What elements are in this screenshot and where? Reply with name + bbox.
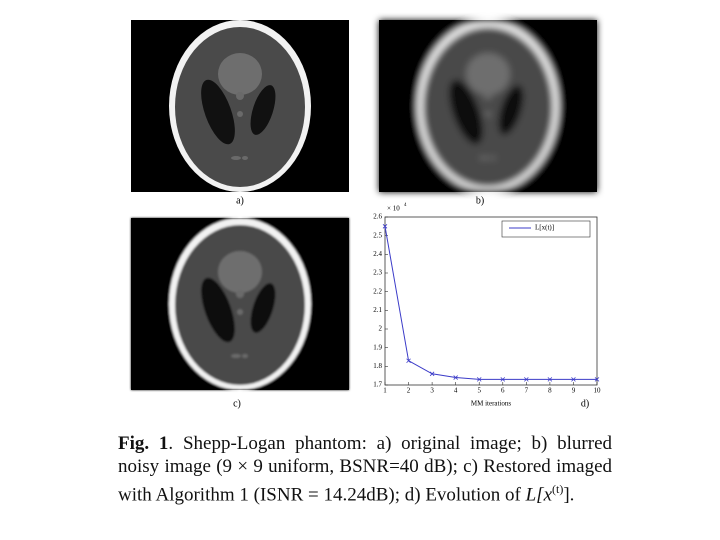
point: [594, 377, 600, 382]
y-tick-label: 1.8: [373, 362, 382, 370]
y-scale: × 10: [387, 205, 400, 213]
x-tick-label: 1: [383, 387, 387, 395]
point: [547, 377, 553, 382]
x-tick-label: 3: [430, 387, 434, 395]
point: [500, 377, 506, 382]
x-tick-label: 10: [594, 387, 602, 395]
y-scale-exponent: 4: [404, 203, 407, 208]
caption-math-sup: (t): [552, 482, 564, 496]
point: [453, 375, 458, 380]
image-b: [379, 20, 597, 192]
point: [382, 224, 388, 229]
x-tick-label: 7: [525, 387, 529, 395]
plot-frame: [384, 216, 598, 386]
y-tick-label: 2: [379, 325, 383, 333]
y-tick-label: 2.3: [373, 269, 382, 277]
y-tick-label: 1.9: [373, 343, 382, 351]
point: [429, 371, 435, 377]
panel-label: c): [233, 398, 241, 409]
point: [571, 377, 576, 382]
x-tick-label: 4: [454, 387, 458, 395]
point: [406, 358, 411, 364]
point: [524, 377, 529, 382]
caption-math: L[x: [525, 484, 553, 506]
panel-label: b): [476, 195, 484, 206]
caption: Fig. 1. Shepp-Logan phantom: a) original…: [118, 432, 612, 506]
x-tick-label: 9: [572, 387, 576, 395]
y-tick-label: 2.6: [373, 213, 382, 221]
panel-label: a): [236, 195, 244, 206]
legend-box: [501, 220, 591, 238]
x-tick-label: 2: [407, 387, 411, 395]
caption-text: . Shepp-Logan phantom: a) original image…: [118, 433, 613, 506]
x-tick-label: 5: [477, 387, 481, 395]
figure: a) b) c) d) × 10 4 MM iterations 1.7 1.8 1…: [131, 20, 602, 409]
caption-end: ].: [563, 484, 575, 506]
y-tick-label: 2.1: [373, 306, 382, 314]
y-tick-label: 1.7: [373, 381, 382, 389]
x-axis-label: MM iterations: [471, 400, 512, 408]
point: [476, 377, 482, 382]
legend-label: L[x(t)]: [535, 224, 554, 232]
image-a: [131, 20, 349, 192]
y-tick-label: 2.2: [373, 287, 382, 295]
panel-label: d): [581, 398, 589, 409]
caption-label: Fig. 1: [118, 433, 169, 454]
image-c: [131, 218, 349, 390]
series-line: [384, 226, 597, 380]
y-tick-label: 2.5: [373, 231, 382, 239]
x-tick-label: 8: [548, 387, 552, 395]
y-tick-label: 2.4: [373, 250, 382, 258]
x-tick-label: 6: [501, 387, 505, 395]
